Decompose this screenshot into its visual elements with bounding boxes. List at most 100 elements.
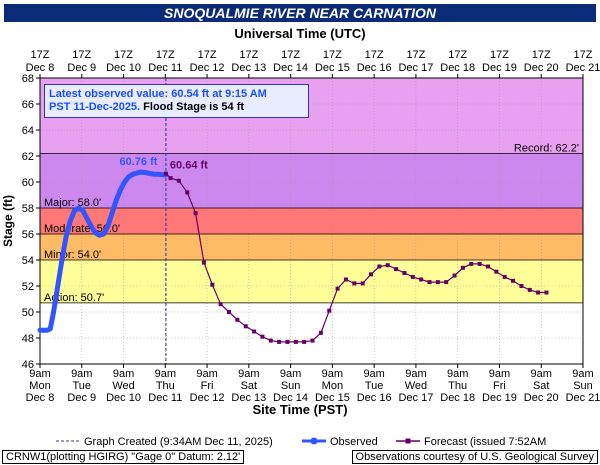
top-tick-label-hour: 17Z <box>239 49 258 61</box>
bottom-tick-label-time: 9am <box>447 368 468 380</box>
y-tick-label: 66 <box>22 99 34 111</box>
forecast-point <box>318 330 323 335</box>
forecast-point <box>343 277 348 282</box>
threshold-label-action: Action: 50.7' <box>44 292 104 304</box>
bottom-tick-label-date: Dec 14 <box>273 392 308 404</box>
bottom-tick-label-day: Thu <box>156 380 175 392</box>
legend-observed-label: Observed <box>330 436 378 448</box>
forecast-point <box>176 178 181 183</box>
y-tick-label: 62 <box>22 151 34 163</box>
legend-graph-created-label: Graph Created (9:34AM Dec 11, 2025) <box>84 436 273 448</box>
top-tick-label-date: Dec 21 <box>566 62 600 74</box>
bottom-tick-label-day: Fri <box>201 380 214 392</box>
bottom-tick-label-day: Thu <box>448 380 467 392</box>
bottom-tick-label-time: 9am <box>71 368 92 380</box>
bottom-tick-label-time: 9am <box>489 368 510 380</box>
y-tick-label: 50 <box>22 307 34 319</box>
y-tick-label: 58 <box>22 203 34 215</box>
threshold-label-record: Record: 62.2' <box>514 142 579 154</box>
bottom-tick-label-day: Sun <box>573 380 593 392</box>
top-tick-label-date: Dec 14 <box>273 62 308 74</box>
legend-forecast-marker <box>405 438 411 444</box>
forecast-point <box>427 280 432 285</box>
top-tick-label-hour: 17Z <box>574 49 593 61</box>
forecast-point <box>243 324 248 329</box>
y-tick-label: 54 <box>22 255 34 267</box>
bottom-tick-label-date: Dec 17 <box>398 392 433 404</box>
forecast-point <box>352 281 357 286</box>
y-tick-label: 64 <box>22 125 34 137</box>
latest-observation-line1: Latest observed value: 60.54 ft at 9:15 … <box>49 88 267 100</box>
bottom-tick-label-date: Dec 18 <box>440 392 475 404</box>
bottom-tick-label-day: Sat <box>241 380 258 392</box>
legend-forecast-label: Forecast (issued 7:52AM Dec 11) <box>424 436 546 448</box>
forecast-point <box>260 334 265 339</box>
top-tick-label-date: Dec 17 <box>398 62 433 74</box>
top-axis-title: Universal Time (UTC) <box>234 26 365 41</box>
forecast-point <box>477 261 482 266</box>
forecast-point <box>302 339 307 344</box>
bottom-tick-label-date: Dec 10 <box>106 392 141 404</box>
forecast-point <box>394 267 399 272</box>
forecast-point <box>494 269 499 274</box>
forecast-point <box>385 263 390 268</box>
bottom-tick-label-time: 9am <box>405 368 426 380</box>
forecast-point <box>410 274 415 279</box>
forecast-point <box>502 274 507 279</box>
top-tick-label-hour: 17Z <box>323 49 342 61</box>
bottom-tick-label-date: Dec 15 <box>315 392 350 404</box>
bottom-tick-label-day: Tue <box>72 380 91 392</box>
band-moderate <box>40 208 583 234</box>
forecast-point <box>210 282 215 287</box>
forecast-point <box>310 338 315 343</box>
forecast-point <box>227 310 232 314</box>
forecast-point <box>285 339 290 344</box>
forecast-point <box>402 271 407 275</box>
bottom-tick-label-date: Dec 8 <box>26 392 55 404</box>
forecast-point <box>235 317 240 322</box>
forecast-point <box>544 290 549 295</box>
flood-stage-text: Flood Stage is 54 ft <box>140 101 245 113</box>
top-tick-label-date: Dec 9 <box>67 62 96 74</box>
y-tick-label: 52 <box>22 281 34 293</box>
bottom-tick-label-time: 9am <box>238 368 259 380</box>
top-tick-label-hour: 17Z <box>532 49 551 61</box>
y-tick-label: 46 <box>22 359 34 371</box>
forecast-point <box>268 338 273 343</box>
bottom-tick-label-date: Dec 12 <box>190 392 225 404</box>
x-axis-label: Site Time (PST) <box>252 402 347 417</box>
bottom-tick-label-day: Sun <box>281 380 301 392</box>
bottom-tick-label-time: 9am <box>113 368 134 380</box>
top-tick-label-date: Dec 16 <box>357 62 392 74</box>
footer: Graph Created (9:34AM Dec 11, 2025) Obse… <box>0 430 600 465</box>
forecast-point <box>293 339 298 344</box>
chart-title: SNOQUALMIE RIVER NEAR CARNATION <box>4 4 596 22</box>
forecast-point <box>435 280 440 285</box>
bottom-tick-label-date: Dec 19 <box>482 392 517 404</box>
top-tick-label-date: Dec 13 <box>231 62 266 74</box>
top-tick-label-hour: 17Z <box>198 49 217 61</box>
y-tick-label: 68 <box>22 73 34 85</box>
forecast-point <box>369 272 374 277</box>
top-tick-label-date: Dec 10 <box>106 62 141 74</box>
forecast-start-label: 60.64 ft <box>170 160 208 172</box>
bottom-tick-label-day: Sat <box>533 380 550 392</box>
bottom-tick-label-date: Dec 11 <box>148 392 182 404</box>
y-tick-label: 56 <box>22 229 34 241</box>
top-tick-label-hour: 17Z <box>365 49 384 61</box>
forecast-point <box>335 286 340 291</box>
legend: Graph Created (9:34AM Dec 11, 2025) Obse… <box>56 434 587 448</box>
y-tick-label: 60 <box>22 177 34 189</box>
forecast-point <box>168 176 173 181</box>
bottom-tick-label-day: Mon <box>29 380 50 392</box>
bottom-tick-label-time: 9am <box>322 368 343 380</box>
forecast-point <box>527 287 532 292</box>
forecast-point <box>536 290 541 295</box>
top-tick-label-hour: 17Z <box>490 49 509 61</box>
forecast-point <box>252 329 257 334</box>
threshold-label-moderate: Moderate: 56.0' <box>44 223 120 235</box>
forecast-point <box>327 308 332 313</box>
latest-observation-line2: PST 11-Dec-2025. Flood Stage is 54 ft <box>49 101 304 114</box>
top-tick-label-date: Dec 19 <box>482 62 517 74</box>
forecast-point <box>460 265 465 270</box>
